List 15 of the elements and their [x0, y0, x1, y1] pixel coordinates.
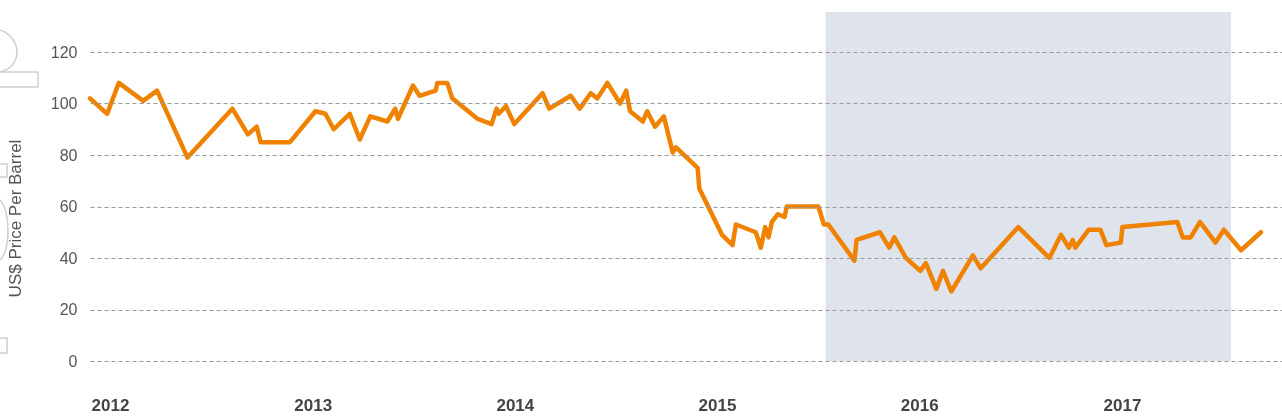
- x-tick-label: 2016: [900, 395, 939, 415]
- y-tick-label: 60: [59, 198, 78, 215]
- x-tick-label: 2014: [496, 395, 535, 415]
- x-tick-label: 2017: [1103, 395, 1142, 415]
- x-tick-label: 2012: [91, 395, 130, 415]
- y-axis-title: US$ Price Per Barrel: [5, 139, 25, 298]
- y-tick-label: 100: [50, 95, 78, 112]
- y-tick-label: 80: [59, 146, 78, 164]
- x-tick-label: 2015: [698, 395, 737, 415]
- y-tick-label: 40: [59, 249, 78, 267]
- y-tick-label: 0: [68, 352, 78, 370]
- x-tick-label: 2013: [294, 395, 333, 415]
- y-tick-label: 20: [59, 301, 78, 318]
- line-series: [87, 80, 1264, 294]
- y-tick-label: 120: [50, 43, 78, 61]
